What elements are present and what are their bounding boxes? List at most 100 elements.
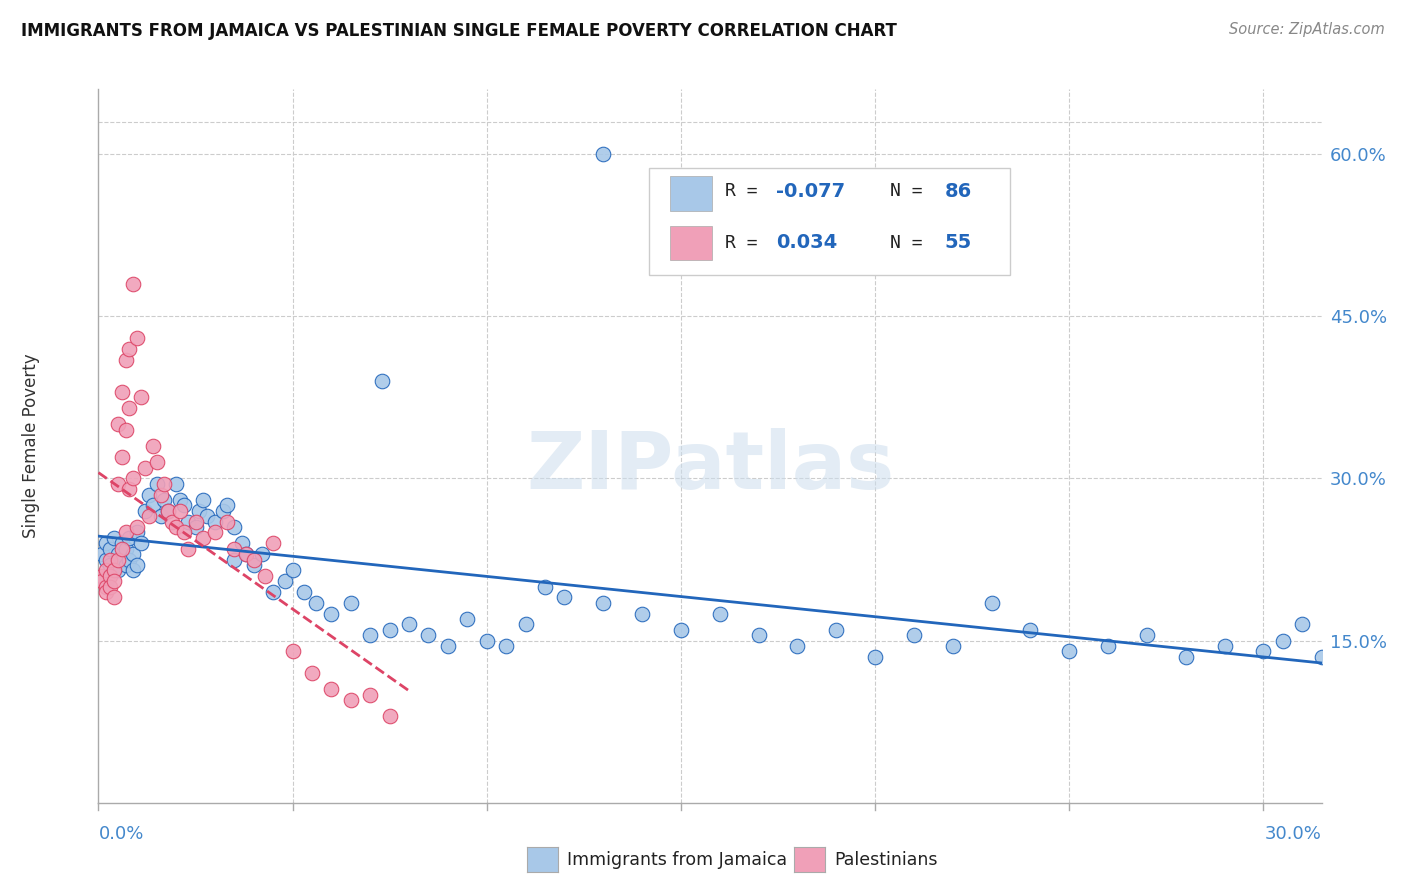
Point (204, 515, 226, 529)
Point (129, 390, 152, 404)
Point (111, 552, 134, 566)
Point (515, 617, 537, 632)
Point (1097, 639, 1119, 653)
Point (340, 596, 363, 610)
Point (96, 585, 118, 599)
Point (980, 596, 1002, 610)
Point (142, 499, 165, 513)
Point (235, 547, 257, 561)
Point (157, 504, 180, 518)
Point (224, 552, 246, 566)
Text: 0.034: 0.034 (776, 233, 838, 252)
Point (103, 563, 125, 577)
Point (193, 531, 215, 545)
Point (96, 580, 118, 594)
Point (378, 623, 401, 637)
Point (118, 342, 141, 356)
Point (153, 493, 176, 508)
Text: 0.0%: 0.0% (98, 825, 143, 843)
Point (122, 547, 145, 561)
Point (359, 688, 381, 702)
Text: Palestinians: Palestinians (834, 851, 938, 869)
Point (254, 568, 277, 582)
Point (114, 352, 136, 367)
Point (91, 547, 114, 561)
Point (127, 331, 149, 345)
Point (122, 277, 145, 291)
Point (134, 460, 156, 475)
Point (242, 558, 264, 572)
Point (1136, 628, 1159, 642)
Point (215, 499, 238, 513)
Point (534, 580, 557, 594)
Point (107, 563, 129, 577)
Point (153, 476, 176, 491)
Point (378, 709, 401, 723)
Point (157, 504, 180, 518)
Point (98, 541, 121, 556)
FancyBboxPatch shape (650, 168, 1010, 275)
Point (1271, 633, 1294, 648)
Point (863, 649, 886, 664)
Point (1174, 649, 1197, 664)
Point (292, 585, 315, 599)
Point (359, 628, 381, 642)
Point (786, 639, 808, 653)
Point (98, 580, 121, 594)
Point (107, 417, 129, 432)
Point (111, 541, 134, 556)
Point (371, 374, 394, 388)
Point (107, 476, 129, 491)
Point (669, 623, 692, 637)
Point (1057, 644, 1080, 658)
Text: R =: R = (724, 234, 779, 252)
Point (173, 499, 195, 513)
Point (118, 531, 141, 545)
Point (103, 531, 125, 545)
Point (1019, 623, 1042, 637)
Point (118, 552, 141, 566)
Point (553, 591, 575, 605)
Point (169, 493, 191, 508)
Point (160, 515, 183, 529)
Text: Source: ZipAtlas.com: Source: ZipAtlas.com (1229, 22, 1385, 37)
Point (418, 628, 440, 642)
Point (592, 596, 614, 610)
Point (903, 628, 925, 642)
Point (138, 488, 160, 502)
Text: IMMIGRANTS FROM JAMAICA VS PALESTINIAN SINGLE FEMALE POVERTY CORRELATION CHART: IMMIGRANTS FROM JAMAICA VS PALESTINIAN S… (21, 22, 897, 40)
Point (825, 623, 848, 637)
Point (169, 504, 191, 518)
Point (91, 568, 114, 582)
Point (118, 482, 141, 496)
Bar (669, 177, 713, 211)
Point (274, 574, 297, 589)
Point (103, 591, 125, 605)
Point (96, 536, 118, 550)
Point (211, 504, 233, 518)
Point (709, 607, 731, 621)
Point (127, 525, 149, 540)
Point (111, 384, 134, 399)
Text: N =: N = (890, 182, 934, 200)
Point (475, 633, 498, 648)
Text: ZIPatlas: ZIPatlas (526, 428, 894, 507)
Point (1310, 649, 1333, 664)
Point (149, 509, 172, 524)
Point (184, 515, 207, 529)
Point (149, 488, 172, 502)
Point (96, 563, 118, 577)
Point (91, 574, 114, 589)
Point (122, 471, 145, 485)
Text: R =: R = (724, 182, 768, 200)
Point (195, 509, 218, 524)
Point (321, 607, 343, 621)
Point (118, 401, 141, 416)
Point (193, 493, 215, 508)
Point (398, 617, 420, 632)
Point (98, 568, 121, 582)
Point (262, 536, 284, 550)
Point (142, 439, 165, 453)
Point (235, 547, 257, 561)
Point (301, 666, 323, 681)
